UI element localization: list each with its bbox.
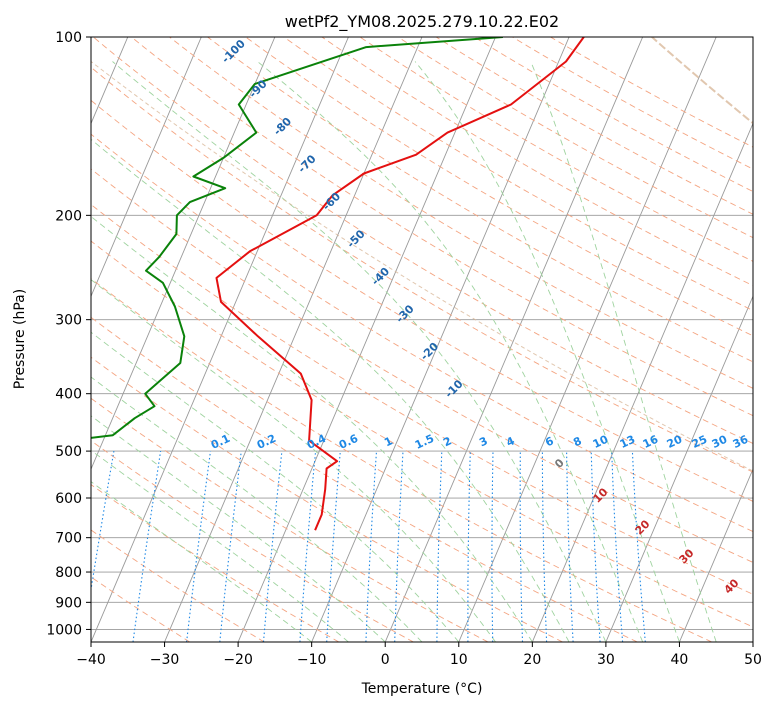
dry-adiabat-line bbox=[91, 356, 563, 642]
stability-curve bbox=[91, 60, 753, 472]
x-tick-label: 50 bbox=[744, 652, 762, 668]
y-tick-label: 1000 bbox=[46, 622, 82, 638]
dry-adiabat-line bbox=[91, 133, 753, 533]
mixing-ratio-label: 16 bbox=[641, 433, 661, 451]
x-tick-label: 30 bbox=[597, 652, 615, 668]
dry-adiabat-line bbox=[131, 37, 753, 417]
mixing-ratio-label: 30 bbox=[710, 433, 730, 451]
y-tick-label: 600 bbox=[55, 491, 82, 507]
y-tick-label: 900 bbox=[55, 595, 82, 611]
x-axis-label: Temperature (°C) bbox=[361, 681, 483, 697]
dry-adiabat-line bbox=[512, 37, 753, 170]
x-tick-label: −40 bbox=[76, 652, 106, 668]
moist-adiabat-line bbox=[91, 415, 386, 642]
isotherm-line bbox=[384, 37, 644, 642]
moist-adiabat-line bbox=[257, 61, 644, 642]
y-tick-label: 400 bbox=[55, 387, 82, 403]
moist-adiabat-line bbox=[112, 61, 607, 642]
isotherm-line bbox=[458, 37, 717, 642]
x-tick-label: −10 bbox=[297, 652, 327, 668]
chart-title: wetPf2_YM08.2025.279.10.22.E02 bbox=[285, 12, 559, 32]
plot-area bbox=[91, 37, 753, 642]
dry-adiabat-line bbox=[169, 37, 753, 389]
isotherm-line bbox=[679, 467, 753, 642]
isotherm-line bbox=[91, 37, 349, 642]
mixing-ratio-label: 36 bbox=[731, 433, 751, 451]
dry-adiabat-line bbox=[93, 37, 753, 444]
mixing-ratio-label: 13 bbox=[618, 433, 637, 451]
y-tick-label: 500 bbox=[55, 444, 82, 460]
x-tick-label: 40 bbox=[671, 652, 689, 668]
isotherm-line bbox=[91, 37, 276, 471]
y-tick-label: 700 bbox=[55, 531, 82, 547]
y-tick-label: 300 bbox=[55, 313, 82, 329]
dewpoint-profile-line bbox=[91, 37, 503, 439]
dry-adiabat-line bbox=[91, 203, 753, 595]
y-tick-label: 200 bbox=[55, 208, 82, 224]
x-tick-label: −20 bbox=[223, 652, 253, 668]
x-tick-label: −30 bbox=[150, 652, 180, 668]
isotherm-line bbox=[91, 37, 202, 298]
y-tick-label: 100 bbox=[55, 30, 82, 46]
x-tick-label: 10 bbox=[450, 652, 468, 668]
moist-adiabat-line bbox=[530, 61, 717, 642]
axes: −40 −30 −20 −10 0 10 20 30 40 50 100 200 300 400 500 60… bbox=[46, 30, 762, 668]
plot-frame bbox=[90, 36, 754, 643]
isotherm-line bbox=[164, 37, 423, 642]
dry-adiabat-line bbox=[474, 37, 753, 193]
moist-adiabat-line bbox=[91, 331, 460, 642]
temperature-profile-line bbox=[215, 37, 585, 531]
dry-adiabat-line bbox=[91, 99, 753, 502]
y-axis-label: Pressure (hPa) bbox=[12, 289, 28, 389]
dry-adiabat-line bbox=[91, 316, 638, 642]
moist-adiabat-line bbox=[414, 61, 680, 642]
mixing-ratio-label: 25 bbox=[690, 433, 709, 451]
dry-adiabat-line bbox=[91, 240, 753, 628]
mixing-ratio-label: 10 bbox=[591, 433, 611, 451]
moist-adiabat-line bbox=[91, 449, 349, 642]
isotherm-line bbox=[605, 295, 753, 642]
dry-adiabat-line bbox=[435, 37, 753, 215]
dry-adiabat-line bbox=[91, 168, 753, 563]
x-tick-label: 0 bbox=[381, 652, 390, 668]
dry-adiabat-line bbox=[91, 66, 753, 473]
dry-adiabat-line bbox=[550, 37, 753, 148]
isotherm-line bbox=[531, 122, 753, 642]
dry-adiabat-line bbox=[397, 37, 753, 239]
dry-adiabat-line bbox=[91, 440, 414, 642]
mixing-ratio-label: 20 bbox=[665, 433, 685, 451]
y-tick-label: 800 bbox=[55, 565, 82, 581]
isotherm-line bbox=[237, 37, 496, 642]
moist-adiabat-line bbox=[91, 279, 496, 642]
moist-adiabat-line bbox=[91, 215, 533, 642]
moist-adiabat-line bbox=[91, 376, 423, 642]
x-tick-label: 20 bbox=[523, 652, 541, 668]
